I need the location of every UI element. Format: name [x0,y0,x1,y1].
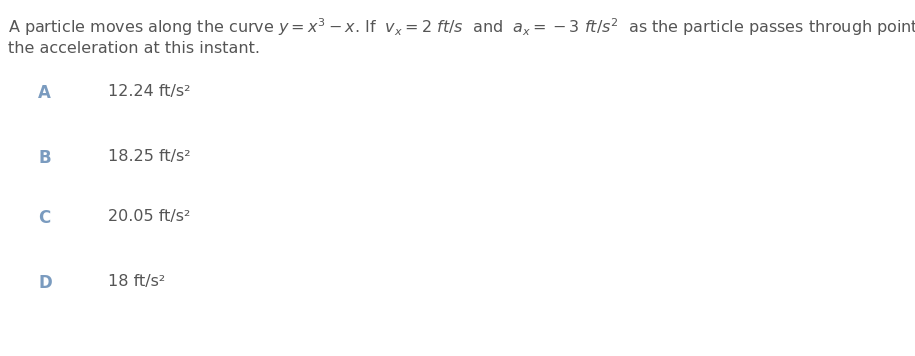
Text: the acceleration at this instant.: the acceleration at this instant. [8,41,260,56]
Text: B: B [38,149,50,167]
Text: A particle moves along the curve $y = x^3 - x$. If  $v_x = 2\ ft/s$  and  $a_x =: A particle moves along the curve $y = x^… [8,16,915,38]
Text: 18 ft/s²: 18 ft/s² [108,274,165,289]
Text: 18.25 ft/s²: 18.25 ft/s² [108,149,190,164]
Text: D: D [38,274,52,292]
Text: 12.24 ft/s²: 12.24 ft/s² [108,84,190,99]
Text: C: C [38,209,50,227]
Text: A: A [38,84,51,102]
Text: 20.05 ft/s²: 20.05 ft/s² [108,209,190,224]
